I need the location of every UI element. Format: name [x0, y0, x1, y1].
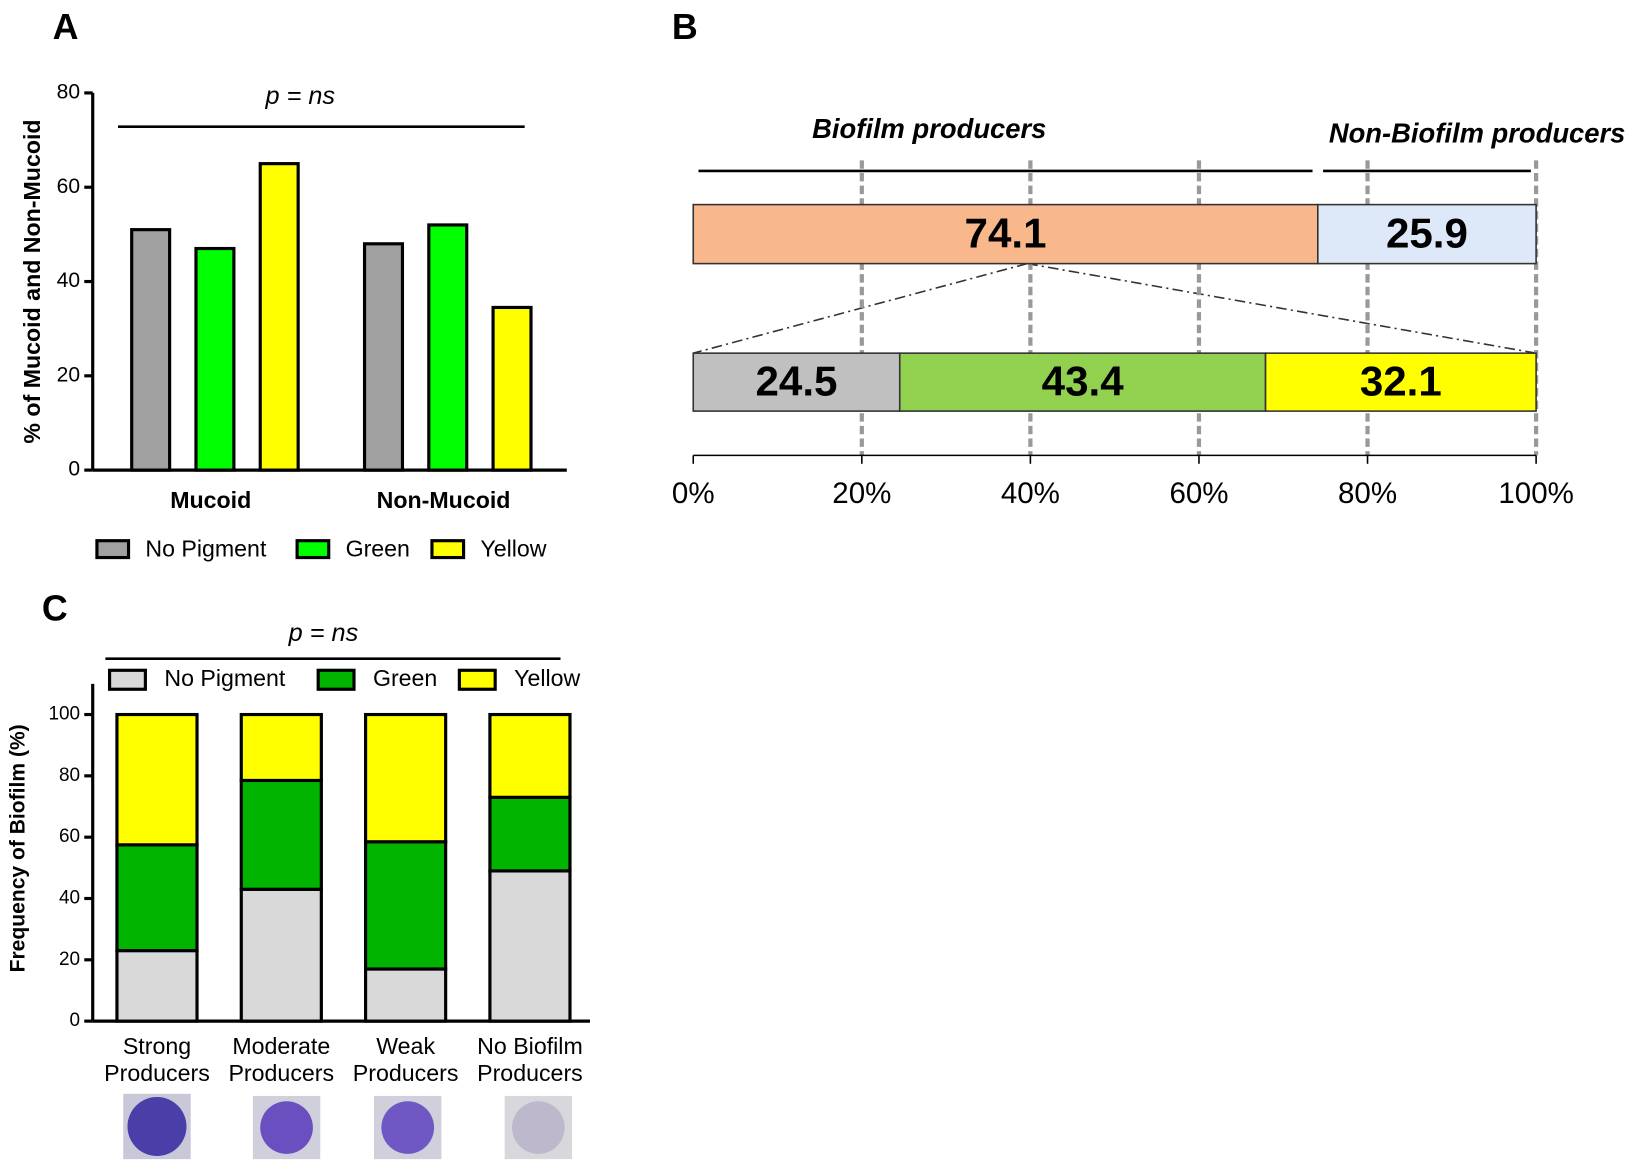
legend-label: Yellow	[480, 535, 546, 561]
y-axis-label: Frequency of Biofilm (%)	[7, 724, 30, 972]
well-images	[123, 1093, 573, 1160]
data-label: 24.5	[756, 357, 838, 404]
bar-segment	[115, 843, 199, 953]
panel-label: B	[672, 7, 698, 47]
bar-segment	[364, 967, 448, 1023]
x-tick-label: 0%	[672, 477, 715, 510]
bar	[130, 228, 172, 472]
x-tick-label: No Biofilm Producers	[477, 1032, 583, 1087]
x-tick-label: Moderate Producers	[228, 1032, 335, 1087]
legend-label: Yellow	[514, 665, 580, 691]
data-label: 43.4	[1042, 357, 1125, 404]
annotation: p = ns	[265, 82, 336, 110]
x-tick-label: Non-Mucoid	[377, 487, 511, 513]
legend-label: Green	[373, 665, 437, 691]
y-tick-label: 40	[59, 888, 80, 909]
x-tick-label: Strong Producers	[104, 1032, 210, 1087]
y-tick-label: 20	[57, 363, 80, 386]
legend-swatch	[95, 539, 131, 560]
bar-segment	[364, 712, 448, 844]
y-axis-label: % of Mucoid and Non-Mucoid	[19, 119, 45, 443]
y-tick-label: 60	[59, 826, 80, 847]
bar-segment	[488, 795, 572, 873]
x-tick-label: 80%	[1338, 477, 1397, 510]
bar	[491, 305, 533, 472]
x-tick-label: Weak Producers	[352, 1032, 459, 1087]
data-label: 32.1	[1360, 357, 1442, 404]
y-tick-label: 20	[59, 949, 80, 970]
bar-segment	[1264, 352, 1537, 412]
x-tick-label-box: Strong Producers	[104, 1032, 210, 1087]
legend-swatch	[107, 668, 147, 691]
x-tick-label: 100%	[1498, 477, 1573, 510]
bar	[194, 246, 236, 472]
y-tick-label: 100	[48, 704, 80, 725]
bar-segment	[364, 840, 448, 971]
legend-label: No Pigment	[164, 665, 286, 691]
annotation: p = ns	[288, 619, 359, 647]
bar-segment	[239, 712, 323, 783]
bar-segment	[692, 203, 1319, 265]
y-tick-label: 0	[70, 1010, 81, 1031]
x-tick-label: 40%	[1001, 477, 1060, 510]
x-tick-label-box: Moderate Producers	[228, 1032, 335, 1087]
bar-segment	[488, 869, 572, 1023]
x-tick-label-box: Weak Producers	[352, 1032, 459, 1087]
x-tick-label: 20%	[832, 477, 891, 510]
bar	[427, 223, 469, 472]
group-label: Non-Biofilm producers	[1329, 117, 1626, 148]
bar-segment	[239, 778, 323, 891]
data-label: 74.1	[965, 209, 1047, 256]
bar-segment	[115, 712, 199, 847]
data-label: 25.9	[1386, 209, 1468, 256]
bar-segment	[1317, 203, 1537, 265]
x-tick-label: 60%	[1169, 477, 1228, 510]
legend-swatch	[430, 539, 466, 560]
legend-swatch	[316, 668, 356, 691]
y-tick-label: 0	[68, 458, 80, 481]
legend-label: No Pigment	[145, 535, 267, 561]
legend-swatch	[295, 539, 331, 560]
panel-label: A	[53, 7, 79, 47]
zoom-line	[1027, 262, 1537, 354]
bar-segment	[488, 712, 572, 799]
x-tick-label: Mucoid	[170, 487, 251, 513]
y-tick-label: 60	[57, 175, 80, 198]
bar	[258, 162, 300, 472]
y-tick-label: 40	[57, 269, 80, 292]
bar-segment	[692, 352, 901, 412]
bar-segment	[239, 887, 323, 1023]
legend-swatch	[457, 668, 497, 691]
x-tick-label-box: No Biofilm Producers	[477, 1032, 583, 1087]
panel-label: C	[42, 589, 68, 629]
group-label: Biofilm producers	[812, 113, 1046, 144]
bar	[362, 242, 405, 472]
zoom-line	[693, 262, 1028, 354]
bar-segment	[115, 949, 199, 1023]
y-tick-label: 80	[59, 765, 80, 786]
legend-label: Green	[346, 535, 410, 561]
y-tick-label: 80	[57, 80, 80, 103]
